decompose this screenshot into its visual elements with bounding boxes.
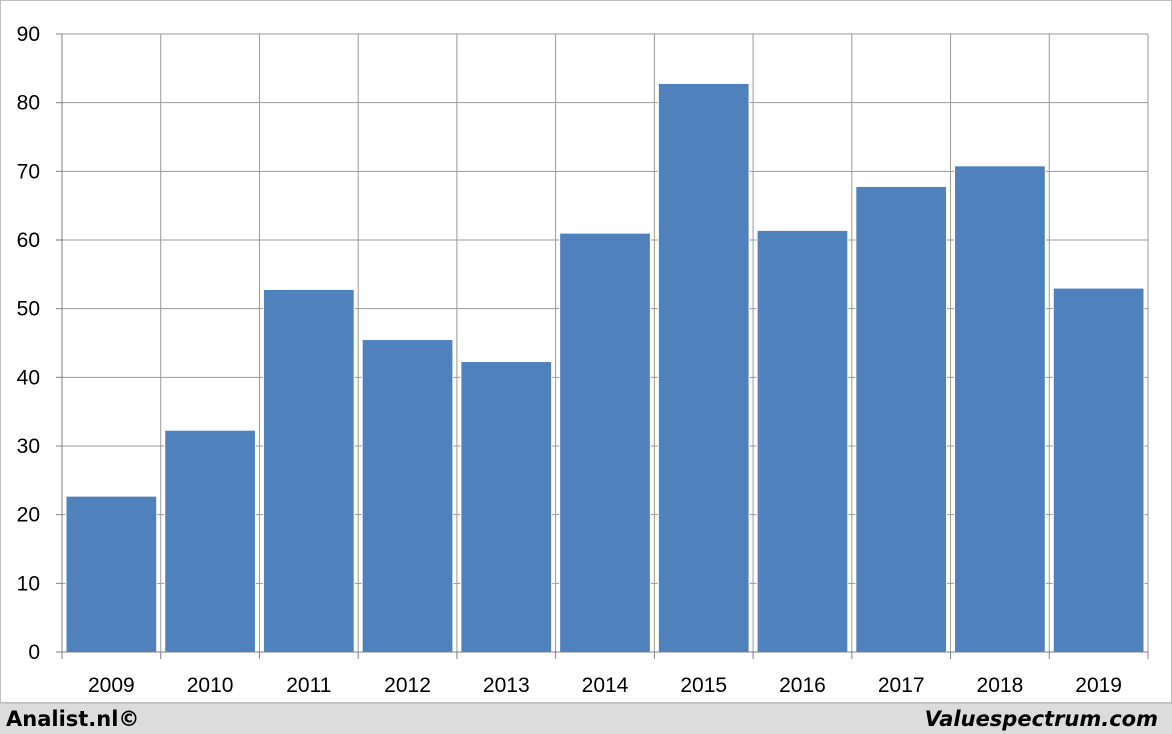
x-tick-label: 2013 bbox=[483, 674, 530, 697]
y-tick-label: 50 bbox=[17, 298, 40, 321]
y-tick-label: 0 bbox=[28, 641, 40, 664]
y-tick-labels: 0 10 20 30 40 50 60 70 80 90 bbox=[17, 23, 40, 664]
bars-layer bbox=[65, 82, 1145, 653]
footer-right-credit: Valuespectrum.com bbox=[924, 707, 1158, 731]
axis-layer bbox=[56, 33, 1149, 659]
footer-left-credit: Analist.nl© bbox=[6, 707, 140, 731]
y-tick-label: 70 bbox=[17, 160, 40, 183]
y-tick-label: 60 bbox=[17, 229, 40, 252]
y-tick-label: 40 bbox=[17, 366, 40, 389]
bar-2011 bbox=[262, 288, 355, 653]
x-tick-label: 2019 bbox=[1075, 674, 1122, 697]
x-tick-label: 2012 bbox=[384, 674, 431, 697]
y-tick-label: 80 bbox=[17, 92, 40, 115]
x-tick-label: 2014 bbox=[582, 674, 629, 697]
x-tick-label: 2017 bbox=[878, 674, 925, 697]
bar-2016 bbox=[756, 229, 849, 653]
bar-2009 bbox=[65, 495, 158, 653]
bar-2012 bbox=[361, 339, 454, 653]
bar-2013 bbox=[460, 361, 553, 653]
bar-chart: 0 10 20 30 40 50 60 70 80 90 2009 2010 2011 2012 2013… bbox=[17, 23, 1149, 697]
x-tick-label: 2010 bbox=[187, 674, 234, 697]
bar-2014 bbox=[559, 232, 651, 653]
bar-2015 bbox=[657, 82, 750, 653]
y-tick-label: 20 bbox=[17, 504, 40, 527]
y-tick-label: 90 bbox=[17, 23, 40, 46]
x-tick-label: 2009 bbox=[88, 674, 135, 697]
x-tick-label: 2011 bbox=[286, 674, 331, 697]
footer-bar: Analist.nl© Valuespectrum.com bbox=[0, 703, 1172, 734]
x-tick-label: 2016 bbox=[779, 674, 826, 697]
bar-2018 bbox=[954, 165, 1046, 653]
x-tick-label: 2015 bbox=[680, 674, 727, 697]
y-tick-label: 10 bbox=[17, 572, 40, 595]
bar-2017 bbox=[855, 185, 948, 653]
bar-2019 bbox=[1052, 287, 1145, 653]
y-tick-label: 30 bbox=[17, 435, 40, 458]
x-tick-labels: 2009 2010 2011 2012 2013 2014 2015 2016 2017 2018… bbox=[88, 674, 1122, 697]
x-tick-label: 2018 bbox=[977, 674, 1024, 697]
bar-2010 bbox=[164, 429, 256, 653]
